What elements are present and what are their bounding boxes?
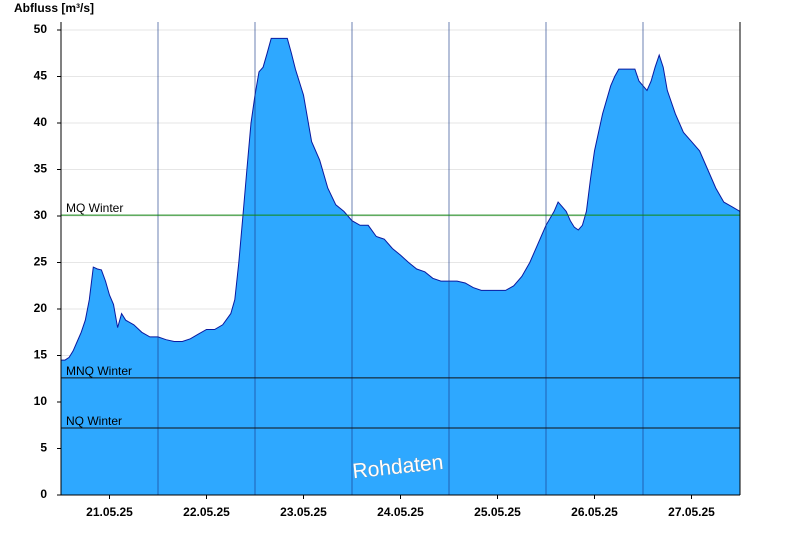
reference-label: MNQ Winter <box>66 364 132 378</box>
y-tick-label: 25 <box>34 255 48 269</box>
x-tick-label: 24.05.25 <box>377 505 424 519</box>
y-tick-label: 40 <box>34 115 48 129</box>
y-tick-label: 50 <box>34 22 48 36</box>
x-tick-label: 27.05.25 <box>668 505 715 519</box>
y-tick-label: 45 <box>34 69 48 83</box>
x-tick-label: 26.05.25 <box>571 505 618 519</box>
x-tick-label: 22.05.25 <box>183 505 230 519</box>
reference-label: NQ Winter <box>66 414 122 428</box>
y-tick-label: 5 <box>40 441 47 455</box>
x-tick-label: 23.05.25 <box>280 505 327 519</box>
x-tick-label: 21.05.25 <box>86 505 133 519</box>
y-tick-label: 10 <box>34 394 48 408</box>
y-tick-label: 20 <box>34 301 48 315</box>
y-tick-label: 15 <box>34 348 48 362</box>
x-tick-label: 25.05.25 <box>474 505 521 519</box>
reference-label: MQ Winter <box>66 201 123 215</box>
line <box>61 37 741 361</box>
y-tick-label: 30 <box>34 208 48 222</box>
y-tick-label: 0 <box>40 487 47 501</box>
y-tick-label: 35 <box>34 162 48 176</box>
area <box>61 38 740 496</box>
y-axis-label: Abfluss [m³/s] <box>14 1 94 15</box>
